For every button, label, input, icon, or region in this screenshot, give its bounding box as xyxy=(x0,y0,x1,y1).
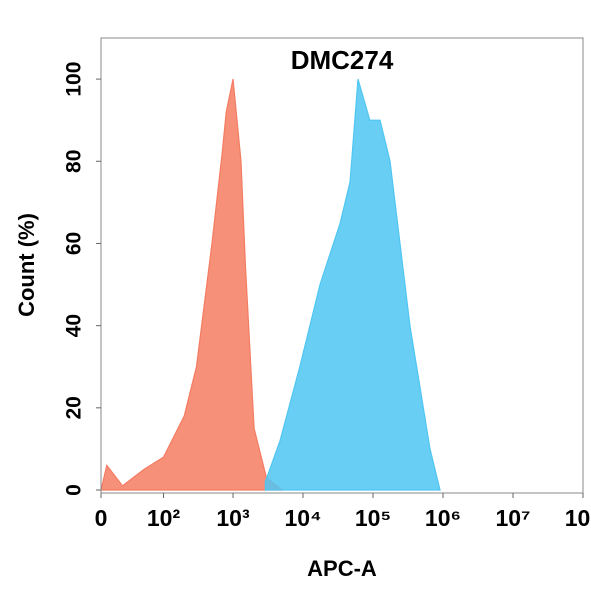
x-tick-label: 10⁴ xyxy=(285,505,322,531)
y-tick-label: 0 xyxy=(63,484,86,496)
x-tick-label: 10² xyxy=(147,505,181,531)
x-tick-label: 0 xyxy=(95,505,108,531)
y-tick-label: 40 xyxy=(63,314,86,337)
y-axis-label: Count (%) xyxy=(14,213,39,317)
x-tick-label: 10⁶ xyxy=(425,505,461,531)
x-tick-label: 10⁷ xyxy=(495,505,530,531)
chart-title: DMC274 xyxy=(291,45,394,75)
x-tick-label: 10³ xyxy=(216,505,250,531)
x-tick-label: 10⁵ xyxy=(355,505,391,531)
x-tick-label: 10⁸ xyxy=(565,505,591,531)
histogram-area xyxy=(100,78,284,491)
plot-frame xyxy=(100,37,584,494)
y-tick-label: 80 xyxy=(63,150,86,173)
y-tick-label: 20 xyxy=(63,396,86,419)
y-tick-label: 60 xyxy=(63,232,86,255)
x-axis-label: APC-A xyxy=(307,556,377,581)
y-tick-label: 100 xyxy=(63,62,86,97)
histogram-area xyxy=(264,78,441,491)
